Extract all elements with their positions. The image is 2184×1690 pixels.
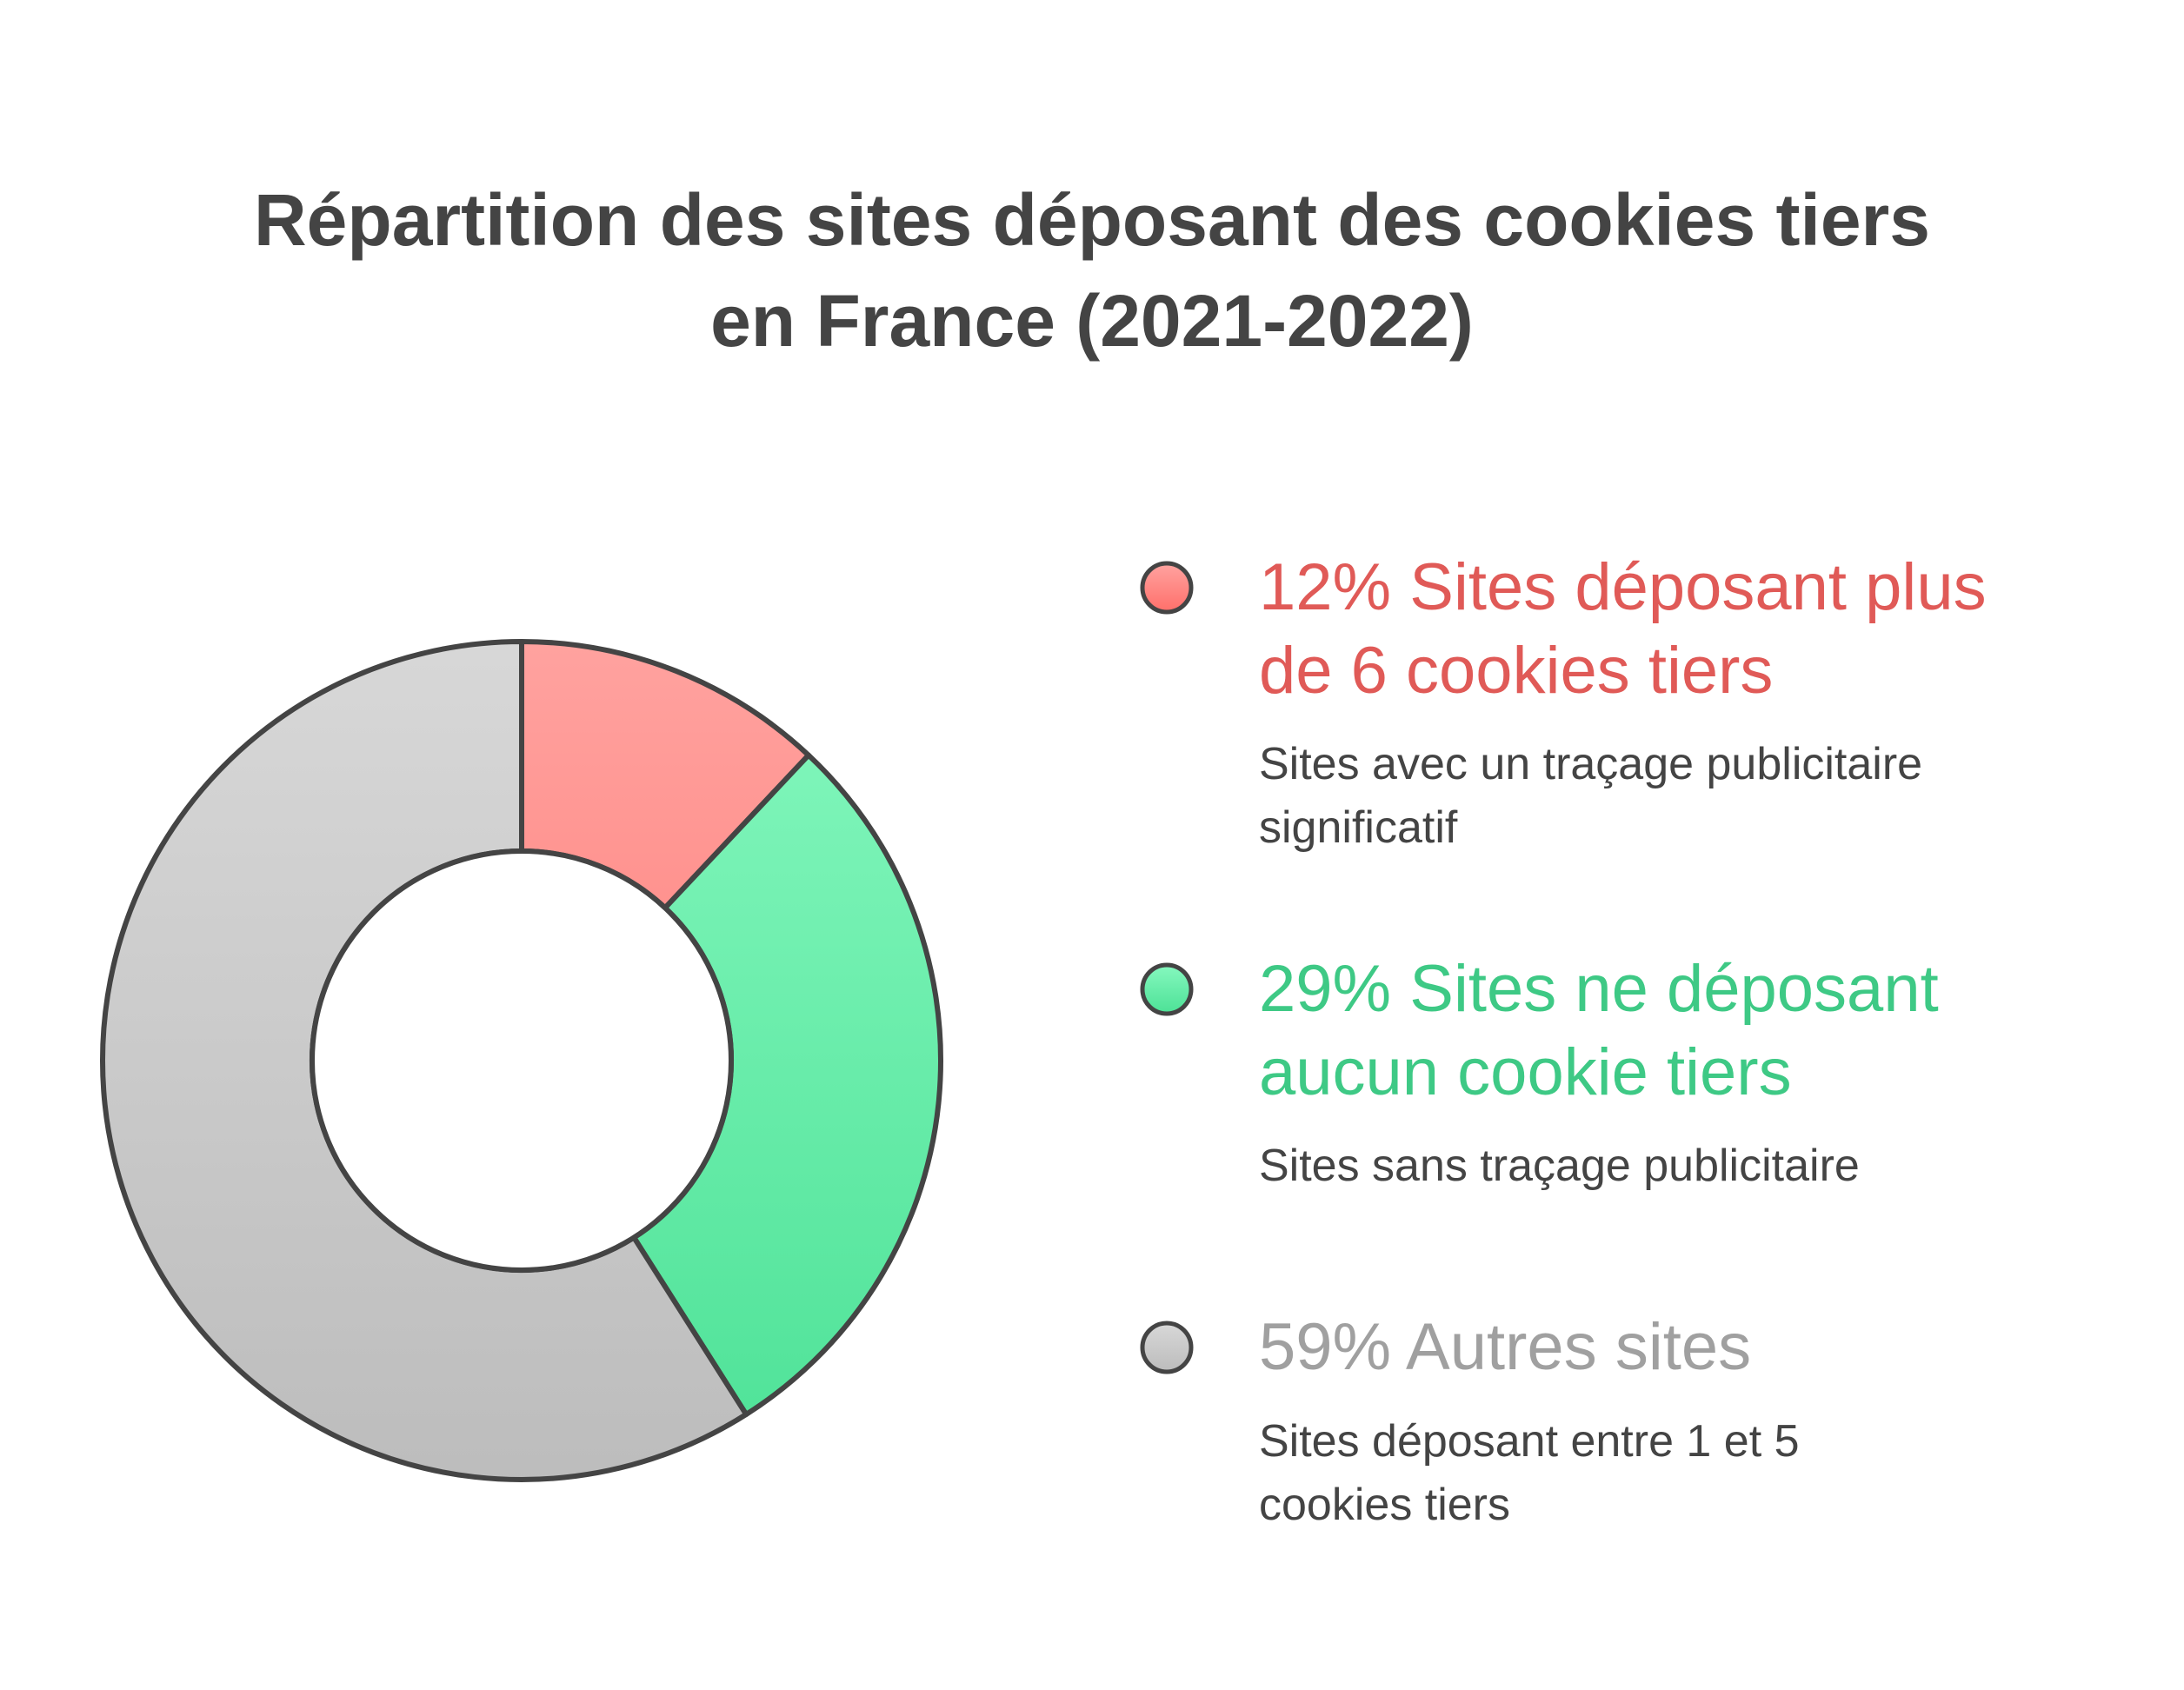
legend-desc-line-2: cookies tiers xyxy=(1259,1480,1510,1530)
legend-label-line-1: Sites ne déposant xyxy=(1409,952,1939,1026)
chart-title-line-2: en France (2021-2022) xyxy=(710,280,1474,362)
legend-label: 59% Autres sites xyxy=(1259,1306,2172,1389)
legend-description: Sites sans traçage publicitaire xyxy=(1259,1134,2128,1198)
legend-pct: 12% xyxy=(1259,550,1392,624)
legend-label-line-2: aucun cookie tiers xyxy=(1259,1035,1792,1109)
legend-pct: 59% xyxy=(1259,1310,1392,1384)
legend-description: Sites déposant entre 1 et 5 cookies tier… xyxy=(1259,1410,2128,1537)
legend-description: Sites avec un traçage publicitaire signi… xyxy=(1259,733,2128,860)
chart-title-line-1: Répartition des sites déposant des cooki… xyxy=(254,179,1930,261)
legend-marker-grey xyxy=(1140,1321,1194,1374)
legend-marker-green xyxy=(1140,962,1194,1016)
donut-chart xyxy=(100,639,943,1482)
legend-pct: 29% xyxy=(1259,952,1392,1026)
donut-slices xyxy=(100,639,943,1482)
donut-hole xyxy=(310,848,734,1273)
legend-marker-red xyxy=(1140,561,1194,615)
legend-label-line-1: Autres sites xyxy=(1406,1310,1752,1384)
chart-title: Répartition des sites déposant des cooki… xyxy=(0,170,2184,371)
legend-label-line-1: Sites déposant plus xyxy=(1409,550,1987,624)
legend-desc-line-2: significatif xyxy=(1259,802,1458,853)
legend-desc-line-1: Sites sans traçage publicitaire xyxy=(1259,1141,1860,1191)
legend-label: 29% Sites ne déposant aucun cookie tiers xyxy=(1259,948,2172,1114)
legend-label: 12% Sites déposant plus de 6 cookies tie… xyxy=(1259,546,2172,713)
legend-desc-line-1: Sites déposant entre 1 et 5 xyxy=(1259,1416,1800,1467)
legend-desc-line-1: Sites avec un traçage publicitaire xyxy=(1259,739,1923,789)
legend-label-line-2: de 6 cookies tiers xyxy=(1259,634,1774,708)
